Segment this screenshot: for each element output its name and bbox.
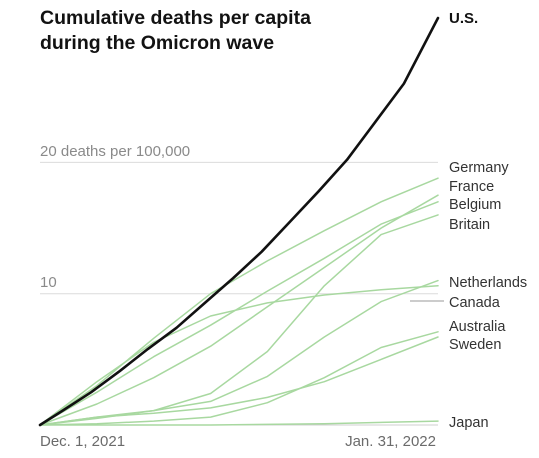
series-line-u-s — [38, 16, 440, 427]
y-tick-10: 10 — [40, 274, 57, 291]
series-label-sweden: Sweden — [449, 337, 501, 353]
series-label-australia: Australia — [449, 319, 506, 335]
x-tick-start: Dec. 1, 2021 — [40, 433, 125, 450]
series-line-sweden — [39, 336, 439, 426]
series-label-canada: Canada — [449, 295, 501, 311]
series-label-netherlands: Netherlands — [449, 275, 527, 291]
series-layer — [38, 16, 440, 427]
series-line-australia — [39, 331, 439, 426]
series-label-japan: Japan — [449, 415, 489, 431]
x-tick-end: Jan. 31, 2022 — [345, 433, 436, 450]
y-tick-20: 20 deaths per 100,000 — [40, 143, 190, 160]
series-label-germany: Germany — [449, 160, 509, 176]
series-line-belgium — [39, 201, 439, 426]
series-line-japan — [39, 420, 439, 426]
series-line-netherlands — [39, 285, 439, 426]
series-label-france: France — [449, 179, 494, 195]
chart-title-line-1: Cumulative deaths per capita — [40, 7, 311, 29]
series-line-france — [39, 194, 439, 426]
series-label-us: U.S. — [449, 10, 478, 27]
series-line-germany — [39, 177, 439, 426]
series-line-britain — [39, 214, 439, 426]
chart-title-line-2: during the Omicron wave — [40, 32, 274, 54]
series-label-britain: Britain — [449, 217, 490, 233]
series-label-belgium: Belgium — [449, 197, 501, 213]
